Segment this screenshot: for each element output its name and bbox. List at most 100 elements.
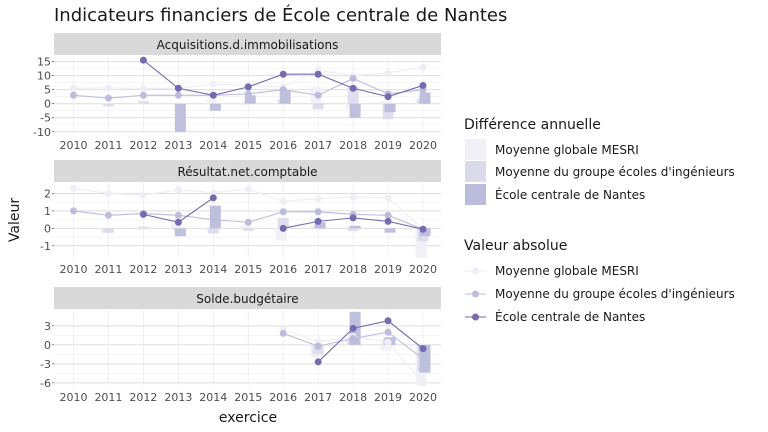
bar-cole-centrale-de-nantes-2015: [244, 95, 256, 104]
x-tick-label: 2018: [339, 263, 367, 276]
point-moyenne-globale-mesri-2019: [384, 194, 392, 202]
point-cole-centrale-de-nantes-2016: [279, 70, 287, 78]
bar-moyenne-du-groupe-coles-d-ing-nieurs-2017: [312, 103, 324, 110]
x-tick-label: 2018: [339, 139, 367, 152]
point-moyenne-globale-mesri-2011: [104, 84, 112, 92]
point-cole-centrale-de-nantes-2019: [384, 317, 392, 325]
x-tick-label: 2020: [409, 391, 437, 404]
point-moyenne-globale-mesri-2011: [104, 189, 112, 197]
point-cole-centrale-de-nantes-2013: [174, 84, 182, 92]
point-cole-centrale-de-nantes-2018: [349, 214, 357, 222]
x-tick-label: 2017: [304, 263, 332, 276]
point-moyenne-du-groupe-coles-d-ing-nieurs-2016: [279, 208, 287, 216]
y-tick-label: 15: [37, 56, 51, 69]
point-moyenne-globale-mesri-2020: [419, 379, 427, 387]
bar-cole-centrale-de-nantes-2018: [349, 225, 361, 229]
facet-panels: Acquisitions.d.immobilisations-10-505101…: [33, 33, 441, 404]
bar-cole-centrale-de-nantes-2013: [174, 103, 186, 132]
bar-cole-centrale-de-nantes-2016: [279, 91, 291, 104]
y-axis-title: Valeur: [7, 198, 23, 242]
point-moyenne-du-groupe-coles-d-ing-nieurs-2012: [139, 91, 147, 99]
legend-lines-title: Valeur absolue: [464, 238, 567, 254]
point-moyenne-du-groupe-coles-d-ing-nieurs-2011: [104, 94, 112, 102]
point-moyenne-du-groupe-coles-d-ing-nieurs-2014: [209, 216, 217, 224]
point-moyenne-globale-mesri-2019: [384, 69, 392, 77]
legend-label-line-cole-centrale-de-nantes: École centrale de Nantes: [495, 309, 645, 324]
bar-moyenne-globale-mesri-2012: [135, 103, 147, 105]
y-tick-label: 1: [44, 205, 51, 218]
x-tick-label: 2020: [409, 139, 437, 152]
facet-strip-label: Acquisitions.d.immobilisations: [157, 38, 339, 52]
x-tick-label: 2010: [60, 391, 88, 404]
bar-cole-centrale-de-nantes-2019: [384, 228, 396, 233]
bar-moyenne-globale-mesri-2019: [380, 344, 392, 351]
x-tick-label: 2014: [199, 391, 227, 404]
point-moyenne-globale-mesri-2012: [139, 84, 147, 92]
legend-swatch-bar-moyenne-du-groupe-coles-d-ing-nieurs: [465, 161, 486, 182]
point-moyenne-globale-mesri-2010: [70, 84, 77, 92]
chart-title: Indicateurs financiers de École centrale…: [54, 4, 507, 26]
bar-moyenne-globale-mesri-2020: [415, 228, 427, 258]
point-cole-centrale-de-nantes-2018: [349, 324, 357, 332]
point-cole-centrale-de-nantes-2012: [139, 210, 147, 218]
bar-moyenne-du-groupe-coles-d-ing-nieurs-2012: [137, 226, 149, 229]
y-tick-label: -10: [33, 126, 51, 139]
point-moyenne-du-groupe-coles-d-ing-nieurs-2016: [279, 329, 287, 337]
legend-bars-title: Différence annuelle: [464, 117, 601, 133]
facet-strip: [54, 287, 441, 309]
bar-moyenne-globale-mesri-2015: [240, 103, 252, 106]
x-tick-label: 2015: [234, 391, 262, 404]
x-tick-label: 2016: [269, 139, 297, 152]
legend-swatch-point-cole-centrale-de-nantes: [472, 313, 479, 321]
bar-moyenne-du-groupe-coles-d-ing-nieurs-2011: [102, 103, 114, 107]
y-tick-label: 2: [44, 187, 51, 200]
x-tick-label: 2012: [129, 139, 157, 152]
x-tick-label: 2014: [199, 139, 227, 152]
point-moyenne-du-groupe-coles-d-ing-nieurs-2017: [314, 208, 322, 216]
x-tick-label: 2020: [409, 263, 437, 276]
x-tick-label: 2019: [374, 139, 402, 152]
point-moyenne-globale-mesri-2016: [279, 197, 287, 205]
line-cole-centrale-de-nantes: [317, 320, 424, 363]
legend-label-bar-cole-centrale-de-nantes: École centrale de Nantes: [495, 187, 645, 202]
point-moyenne-globale-mesri-2017: [314, 195, 322, 203]
bar-moyenne-du-groupe-coles-d-ing-nieurs-2014: [207, 228, 219, 234]
y-tick-label: 0: [44, 222, 51, 235]
point-moyenne-du-groupe-coles-d-ing-nieurs-2018: [349, 335, 357, 342]
x-tick-label: 2016: [269, 263, 297, 276]
panel-solde-budg-taire: Solde.budgétaire -6 -3 0 3 2010 2011 2012 2013 20…: [40, 287, 441, 404]
x-tick-label: 2015: [234, 139, 262, 152]
bar-moyenne-globale-mesri-2016: [275, 103, 287, 106]
point-moyenne-globale-mesri-2013: [174, 186, 182, 194]
point-cole-centrale-de-nantes-2013: [174, 218, 182, 226]
point-moyenne-du-groupe-coles-d-ing-nieurs-2015: [244, 90, 252, 98]
facet-strip: [54, 160, 441, 182]
bar-moyenne-globale-mesri-2013: [170, 223, 182, 229]
x-tick-label: 2012: [129, 263, 157, 276]
x-tick-label: 2017: [304, 139, 332, 152]
point-moyenne-globale-mesri-2018: [349, 193, 357, 201]
bar-moyenne-du-groupe-coles-d-ing-nieurs-2011: [102, 228, 114, 233]
point-cole-centrale-de-nantes-2014: [209, 91, 217, 99]
x-tick-label: 2010: [60, 139, 88, 152]
x-tick-label: 2010: [60, 263, 88, 276]
legend-swatch-point-moyenne-globale-mesri: [472, 267, 479, 275]
point-moyenne-du-groupe-coles-d-ing-nieurs-2011: [104, 211, 112, 219]
bar-cole-centrale-de-nantes-2017: [314, 222, 326, 229]
point-cole-centrale-de-nantes-2017: [314, 217, 322, 225]
point-cole-centrale-de-nantes-2018: [349, 84, 357, 92]
panel-acquisitions-d-immobilisations: Acquisitions.d.immobilisations -10-505101…: [33, 33, 441, 152]
bar-moyenne-globale-mesri-2012: [135, 228, 147, 231]
x-tick-label: 2011: [94, 391, 122, 404]
point-cole-centrale-de-nantes-2012: [139, 56, 147, 64]
x-tick-label: 2017: [304, 391, 332, 404]
bar-moyenne-globale-mesri-2011: [100, 102, 112, 104]
y-tick-label: -5: [40, 112, 51, 125]
point-cole-centrale-de-nantes-2019: [384, 93, 392, 101]
bar-moyenne-globale-mesri-2016: [275, 228, 287, 241]
legend-label-bar-moyenne-globale-mesri: Moyenne globale MESRI: [495, 143, 639, 157]
point-cole-centrale-de-nantes-2020: [419, 345, 427, 353]
legend-swatch-bar-cole-centrale-de-nantes: [465, 184, 486, 205]
point-moyenne-du-groupe-coles-d-ing-nieurs-2010: [70, 207, 77, 215]
point-cole-centrale-de-nantes-2017: [314, 70, 322, 78]
